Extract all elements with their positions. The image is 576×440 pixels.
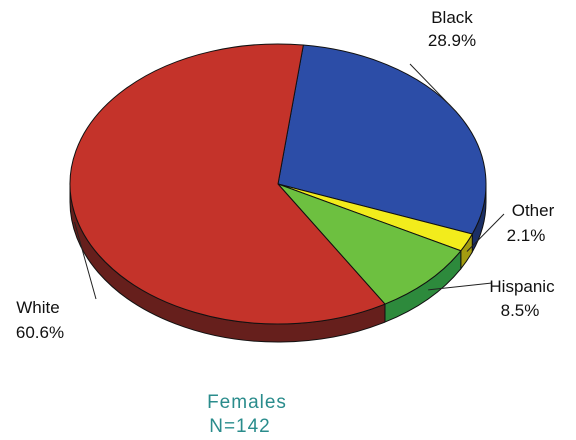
pie-slice-hispanic [277, 183, 462, 305]
label-hispanic-percent: 8.5% [501, 301, 540, 320]
label-hispanic-name: Hispanic [489, 277, 555, 296]
label-other-percent: 2.1% [507, 226, 546, 245]
leader-line-white [74, 221, 97, 300]
label-white-name: White [16, 298, 59, 317]
label-black-percent: 28.9% [428, 31, 476, 50]
caption-group-name: Females [207, 392, 287, 413]
label-other-name: Other [512, 201, 555, 220]
pie-slice-white [69, 43, 386, 325]
pie-slice-black [277, 44, 487, 235]
leader-lines [74, 63, 505, 300]
leader-line-hispanic [428, 282, 493, 291]
leader-line-black [409, 63, 457, 113]
leader-line-other [466, 213, 505, 252]
caption-sample-size: N=142 [209, 416, 271, 437]
pie-top-faces [69, 43, 487, 325]
label-black-name: Black [431, 8, 473, 27]
label-white-percent: 60.6% [16, 323, 64, 342]
